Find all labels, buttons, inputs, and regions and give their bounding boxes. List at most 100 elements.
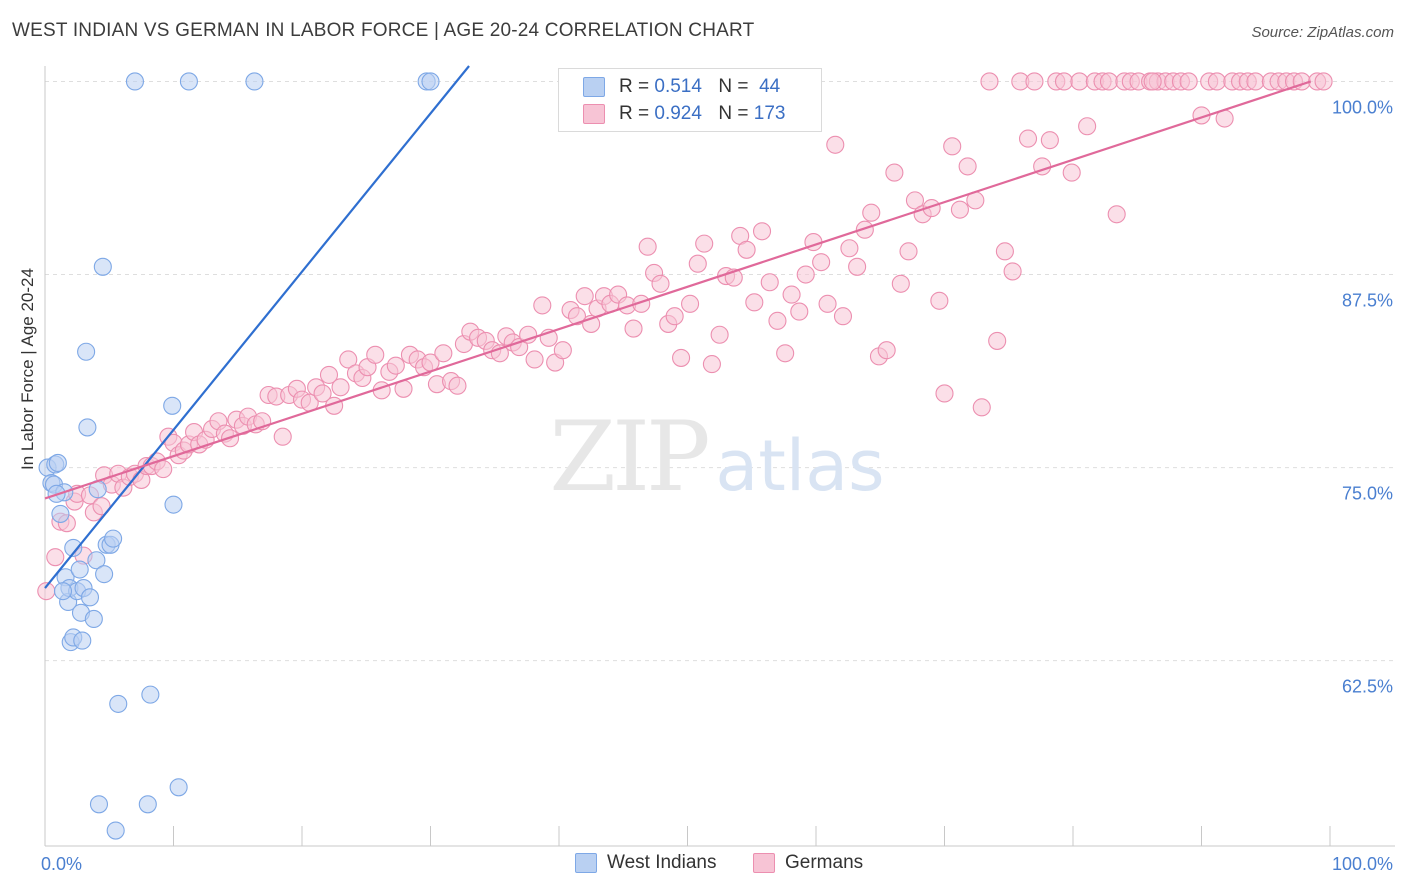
watermark-zip: ZIP [549, 401, 708, 513]
german-point [855, 220, 874, 239]
correlation-legend: R = 0.514 N = 44 R = 0.924 N = 173 [558, 68, 822, 132]
german-point [525, 350, 544, 369]
west-indian-point [70, 560, 89, 579]
german-point [1003, 262, 1022, 281]
west-indian-point [84, 609, 103, 629]
legend-label-germans: Germans [785, 852, 864, 873]
german-point [624, 319, 643, 338]
west-indian-point [51, 504, 70, 523]
german-point [1099, 72, 1119, 91]
trend-line-west-indians [44, 65, 470, 589]
german-point [154, 460, 173, 479]
west-indian-point [421, 72, 440, 91]
legend-r-label: R = [619, 103, 650, 124]
west-indian-point [104, 529, 123, 548]
german-point [681, 294, 700, 313]
data-points [37, 72, 1333, 840]
german-point [862, 203, 881, 222]
west-indian-point [73, 631, 92, 650]
german-point [702, 355, 721, 374]
german-point [760, 273, 779, 292]
west-indian-point [93, 257, 112, 276]
german-point [331, 378, 350, 397]
german-point [567, 307, 587, 326]
west-indian-point [125, 72, 144, 91]
legend-item-west-indians[interactable]: West Indians [575, 852, 716, 874]
german-point [533, 296, 552, 315]
german-point [905, 191, 924, 210]
german-point [672, 348, 691, 367]
german-point [366, 345, 385, 364]
german-point [575, 287, 594, 306]
german-point [891, 274, 910, 293]
west-indian-point [106, 821, 125, 840]
y-tick-label: 87.5% [1342, 291, 1393, 311]
west-indian-point [80, 588, 100, 607]
german-point [995, 242, 1014, 261]
west-indian-point [48, 453, 67, 473]
legend-swatch-germans [753, 853, 775, 873]
source-label: Source: ZipAtlas.com [1251, 24, 1394, 41]
legend-r-value: 0.514 [654, 76, 702, 97]
german-point [665, 307, 684, 326]
west-indian-point [95, 565, 114, 584]
west-indian-point [109, 694, 128, 713]
legend-row-west-indians: R = 0.514 N = 44 [583, 75, 780, 99]
german-point [313, 384, 332, 403]
german-point [768, 311, 787, 330]
west-indian-point [179, 72, 198, 91]
german-point [1246, 72, 1265, 91]
german-point [899, 242, 918, 261]
legend-n-label: N = [718, 103, 749, 124]
german-point [695, 234, 714, 253]
german-point [958, 157, 977, 176]
german-point [688, 254, 707, 273]
trend-lines [44, 65, 1312, 589]
west-indian-point [53, 582, 73, 601]
german-point [885, 163, 904, 182]
legend-label-west-indians: West Indians [607, 852, 717, 873]
legend-item-germans[interactable]: Germans [753, 852, 863, 874]
german-point [972, 398, 991, 417]
german-point [877, 341, 896, 360]
german-point [782, 285, 801, 304]
german-point [796, 265, 815, 284]
y-tick-label: 62.5% [1342, 677, 1393, 697]
german-point [1070, 72, 1089, 91]
watermark-atlas: atlas [715, 425, 884, 507]
west-indian-point [164, 495, 183, 514]
german-point [826, 135, 845, 154]
german-point [1062, 163, 1081, 182]
german-point [752, 222, 772, 241]
legend-swatch-west-indians [575, 853, 597, 873]
german-point [1078, 117, 1097, 136]
west-indian-point [169, 778, 188, 797]
german-point [812, 253, 831, 272]
german-point [833, 307, 853, 326]
german-point [386, 356, 405, 375]
german-point [818, 294, 837, 313]
legend-swatch-germans [583, 104, 605, 124]
legend-n-value: 44 [759, 76, 781, 97]
german-point [1207, 72, 1226, 91]
west-indian-point [138, 795, 157, 814]
trend-line-germans [44, 80, 1312, 500]
german-point [1040, 131, 1059, 150]
west-indian-point [87, 551, 106, 570]
x-tick-label-max: 100.0% [1332, 854, 1393, 874]
german-point [710, 325, 729, 344]
grid [45, 80, 1395, 662]
german-point [840, 239, 859, 258]
west-indian-point [245, 72, 264, 91]
german-point [935, 384, 954, 403]
y-tick-label: 75.0% [1342, 484, 1393, 504]
german-point [980, 72, 999, 91]
west-indian-point [163, 396, 182, 415]
german-point [1314, 72, 1333, 91]
legend-r-label: R = [619, 76, 650, 97]
west-indian-point [77, 342, 96, 361]
german-point [790, 302, 809, 321]
german-point [273, 427, 292, 446]
y-tick-label: 100.0% [1332, 97, 1393, 117]
